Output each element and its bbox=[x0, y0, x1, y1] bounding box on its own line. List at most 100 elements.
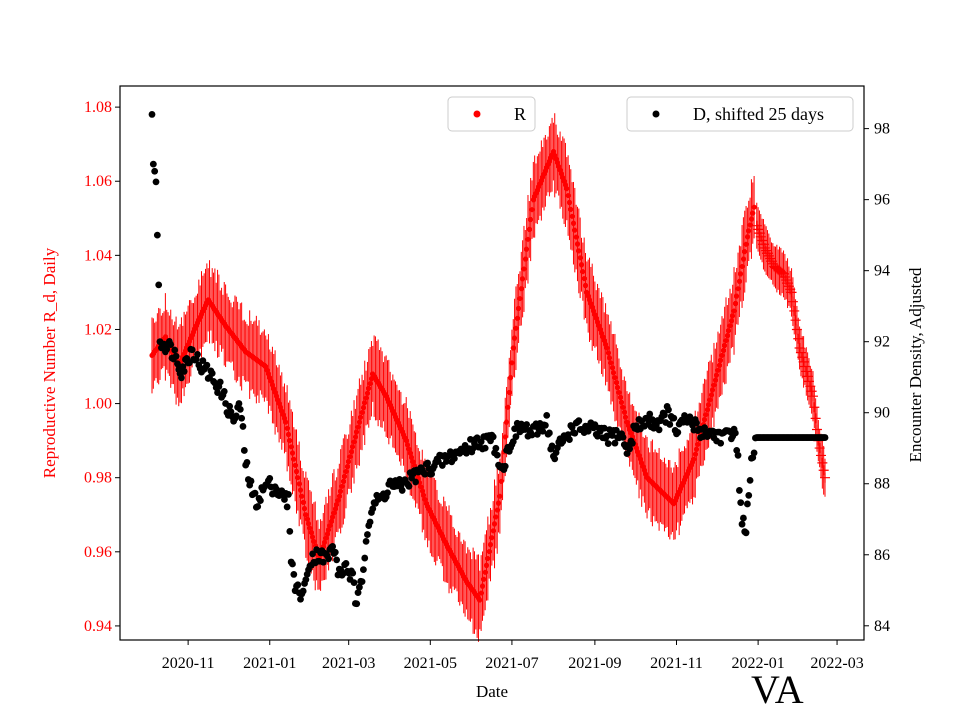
r-point bbox=[299, 493, 305, 499]
r-point bbox=[354, 429, 360, 435]
r-point bbox=[565, 192, 571, 199]
r-point bbox=[338, 488, 344, 494]
r-point bbox=[609, 365, 615, 371]
r-point bbox=[506, 389, 512, 396]
r-point bbox=[580, 269, 586, 275]
d-point bbox=[619, 433, 627, 441]
d-point bbox=[405, 482, 413, 490]
d-point bbox=[734, 451, 742, 459]
y-axis-left: 0.94 0.96 0.98 1.00 1.02 1.04 1.06 1.08 bbox=[84, 99, 120, 635]
r-point bbox=[726, 328, 732, 334]
r-point bbox=[418, 484, 424, 490]
r-point bbox=[360, 405, 367, 411]
r-point bbox=[716, 362, 722, 368]
y-right-tick-label: 88 bbox=[874, 476, 890, 493]
d-point bbox=[501, 462, 509, 470]
y-axis-right: 84 86 88 90 92 94 96 98 bbox=[864, 121, 890, 635]
d-point bbox=[512, 433, 520, 441]
r-forecast-point bbox=[798, 356, 809, 367]
r-point bbox=[352, 434, 358, 440]
r-point bbox=[522, 256, 528, 262]
r-forecast-point bbox=[805, 381, 816, 392]
d-point bbox=[739, 514, 747, 522]
d-point bbox=[167, 341, 175, 348]
r-point bbox=[283, 419, 289, 425]
d-point bbox=[674, 429, 682, 436]
r-forecast-point bbox=[801, 366, 812, 377]
d-point bbox=[349, 569, 357, 577]
r-forecast-point bbox=[777, 267, 788, 278]
y-right-tick-label: 90 bbox=[874, 405, 890, 422]
x-axis: 2020-11 2021-01 2021-03 2021-05 2021-07 2021-… bbox=[162, 640, 864, 672]
r-point bbox=[723, 337, 729, 344]
r-point bbox=[332, 506, 338, 512]
r-forecast-point bbox=[766, 256, 777, 267]
r-forecast-point bbox=[814, 443, 825, 454]
d-point bbox=[155, 281, 163, 289]
r-point bbox=[285, 431, 292, 438]
d-point bbox=[655, 426, 663, 434]
d-point bbox=[548, 442, 556, 450]
d-point bbox=[523, 421, 531, 428]
d-point bbox=[188, 346, 196, 354]
r-point bbox=[711, 382, 717, 388]
d-point bbox=[199, 357, 207, 365]
y-right-tick-label: 84 bbox=[874, 618, 890, 635]
d-point bbox=[299, 587, 307, 595]
r-point bbox=[350, 444, 356, 450]
x-tick-label: 2022-01 bbox=[731, 655, 784, 672]
r-forecast-point bbox=[791, 324, 802, 335]
r-point bbox=[568, 206, 574, 212]
d-point bbox=[319, 558, 327, 566]
r-point bbox=[566, 199, 573, 206]
r-point bbox=[619, 399, 625, 405]
r-point bbox=[406, 446, 412, 452]
r-point bbox=[526, 226, 532, 233]
r-point bbox=[334, 502, 340, 508]
r-point bbox=[340, 478, 346, 484]
d-point bbox=[492, 444, 500, 452]
r-point bbox=[343, 468, 349, 475]
y-axis-right-label: Encounter Density, Adjusted bbox=[906, 267, 925, 462]
d-point bbox=[289, 560, 296, 568]
r-point bbox=[364, 390, 371, 396]
r-point bbox=[481, 576, 487, 582]
r-point bbox=[704, 407, 710, 413]
r-forecast-point bbox=[775, 266, 786, 277]
r-point bbox=[495, 500, 502, 506]
y-left-tick-label: 1.00 bbox=[84, 396, 112, 413]
r-point bbox=[581, 275, 587, 282]
d-point bbox=[243, 458, 251, 466]
r-point bbox=[528, 216, 534, 223]
d-point bbox=[358, 578, 366, 585]
d-point bbox=[214, 389, 221, 396]
r-forecast-point bbox=[818, 465, 829, 476]
d-point bbox=[281, 496, 288, 503]
r-forecast-point bbox=[820, 472, 831, 483]
r-point bbox=[483, 562, 490, 568]
r-point bbox=[520, 276, 526, 282]
d-point bbox=[821, 434, 829, 441]
d-point bbox=[331, 548, 339, 556]
r-point bbox=[490, 528, 496, 534]
r-point bbox=[695, 441, 701, 447]
r-forecast-point bbox=[786, 287, 797, 298]
d-point bbox=[489, 433, 497, 441]
r-point bbox=[494, 507, 500, 513]
x-tick-label: 2021-03 bbox=[322, 655, 375, 672]
legend-d-marker bbox=[652, 110, 660, 118]
r-point bbox=[617, 394, 623, 401]
r-errorbars bbox=[151, 113, 826, 642]
r-point bbox=[731, 308, 737, 314]
r-point bbox=[576, 248, 582, 254]
x-tick-label: 2020-11 bbox=[162, 655, 215, 672]
r-point bbox=[296, 481, 302, 487]
r-point bbox=[712, 377, 718, 383]
r-point bbox=[728, 318, 734, 324]
r-point bbox=[521, 266, 527, 272]
r-forecast-point bbox=[787, 296, 798, 307]
r-forecast-point bbox=[810, 413, 821, 424]
r-point bbox=[722, 342, 728, 349]
d-point bbox=[398, 487, 406, 494]
y-left-tick-label: 0.94 bbox=[84, 618, 112, 635]
